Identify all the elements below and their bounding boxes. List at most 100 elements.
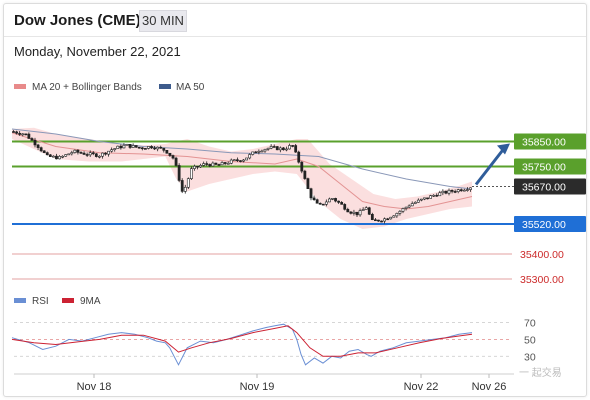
candlestick-layer: [12, 130, 472, 224]
candle-body: [205, 163, 209, 165]
candle-body: [294, 145, 298, 153]
candle-body: [177, 165, 181, 181]
candle-body: [30, 138, 34, 141]
candle-body: [104, 152, 107, 155]
candle-body: [125, 144, 129, 146]
candle-body: [435, 194, 439, 197]
price-level-label-4: 35400.00: [520, 249, 564, 261]
candle-body: [318, 202, 322, 205]
candle-body: [79, 152, 83, 154]
candle-body: [291, 145, 295, 147]
price-level-label-layer: 35850.00 35750.00 35670.00 35520.00 35400.00…: [514, 133, 586, 286]
rsi-pane: 70 50 30: [11, 317, 536, 366]
price-level-label-1: 35750.00: [522, 162, 566, 174]
chart-svg: MA 20 + Bollinger Bands MA 50 35850.0035…: [11, 82, 586, 393]
candle-body: [337, 200, 341, 203]
bollinger-legend-label: MA 20 + Bollinger Bands: [32, 82, 142, 93]
candle-body: [429, 195, 433, 199]
candle-body: [419, 198, 423, 201]
candle-body: [186, 178, 190, 188]
price-level-label-2: 35670.00: [522, 182, 566, 194]
candle-body: [15, 131, 19, 134]
candle-body: [156, 146, 160, 150]
candle-body: [269, 146, 273, 149]
chart-card: Dow Jones (CME) 30 MIN Monday, November …: [3, 3, 587, 397]
rsi-level-label-0: 70: [524, 317, 536, 329]
candle-body: [88, 152, 92, 156]
candle-body: [180, 180, 184, 192]
candle-body: [73, 149, 77, 153]
candle-body: [254, 151, 258, 154]
candle-body: [312, 197, 316, 201]
candle-body: [116, 145, 120, 149]
rsi-legend-swatch: [14, 298, 26, 303]
price-level-label-5: 35300.00: [520, 274, 564, 286]
candle-body: [220, 162, 224, 166]
candle-body: [42, 150, 46, 153]
candle-body: [27, 133, 31, 139]
candle-body: [349, 211, 353, 214]
candle-body: [321, 203, 325, 206]
candle-body: [70, 152, 74, 155]
chart-date: Monday, November 22, 2021: [14, 44, 181, 59]
timeframe-badge[interactable]: 30 MIN: [139, 10, 187, 32]
candle-body: [444, 190, 448, 194]
candle-body: [245, 157, 249, 161]
candle-body: [327, 198, 331, 203]
candle-body: [159, 146, 163, 149]
x-tick-label-3: Nov 26: [472, 381, 507, 393]
candle-body: [423, 197, 426, 200]
candle-body: [214, 162, 218, 165]
price-level-label-0: 35850.00: [522, 137, 566, 149]
candle-body: [174, 157, 178, 166]
candle-body: [426, 197, 429, 200]
ma20-line: [11, 132, 473, 210]
candle-body: [469, 187, 472, 190]
chart-title: Dow Jones (CME): [14, 12, 141, 29]
candle-body: [232, 159, 236, 162]
rsi-level-label-2: 30: [524, 351, 536, 363]
price-level-box-2: [514, 178, 586, 195]
candle-body: [456, 189, 460, 192]
candle-body: [315, 199, 319, 204]
ma9-legend-label: 9MA: [80, 296, 101, 307]
candle-body: [134, 145, 138, 148]
price-level-box-3: [514, 216, 586, 232]
candle-body: [288, 145, 291, 150]
candle-body: [395, 213, 399, 217]
candle-body: [401, 208, 405, 212]
candle-body: [370, 213, 374, 221]
candle-body: [407, 205, 411, 208]
bollinger-legend-swatch: [14, 84, 26, 89]
candle-body: [303, 170, 307, 179]
candle-body: [410, 203, 414, 207]
rsi-level-label-1: 50: [524, 334, 536, 346]
candle-body: [257, 150, 261, 153]
candle-body: [24, 133, 28, 136]
candle-body: [51, 155, 55, 158]
candle-body: [110, 149, 114, 152]
candle-body: [76, 149, 80, 153]
candle-body: [94, 153, 98, 157]
candle-body: [367, 207, 371, 215]
x-tick-label-1: Nov 19: [240, 381, 275, 393]
candle-body: [373, 219, 377, 222]
candle-body: [309, 188, 313, 199]
candle-body: [248, 154, 252, 159]
candle-body: [300, 161, 304, 172]
candle-body: [140, 147, 144, 150]
candle-body: [137, 146, 141, 149]
candle-body: [361, 209, 365, 211]
candle-body: [416, 199, 420, 203]
candle-body: [98, 155, 101, 158]
candle-body: [242, 159, 245, 162]
candle-body: [107, 150, 111, 155]
candle-body: [343, 204, 347, 210]
candle-body: [306, 178, 310, 189]
candle-body: [398, 210, 402, 214]
candle-body: [122, 144, 126, 149]
candle-body: [21, 133, 25, 136]
projection-arrow-head: [497, 143, 510, 155]
candle-body: [67, 153, 71, 156]
candle-body: [281, 147, 285, 151]
